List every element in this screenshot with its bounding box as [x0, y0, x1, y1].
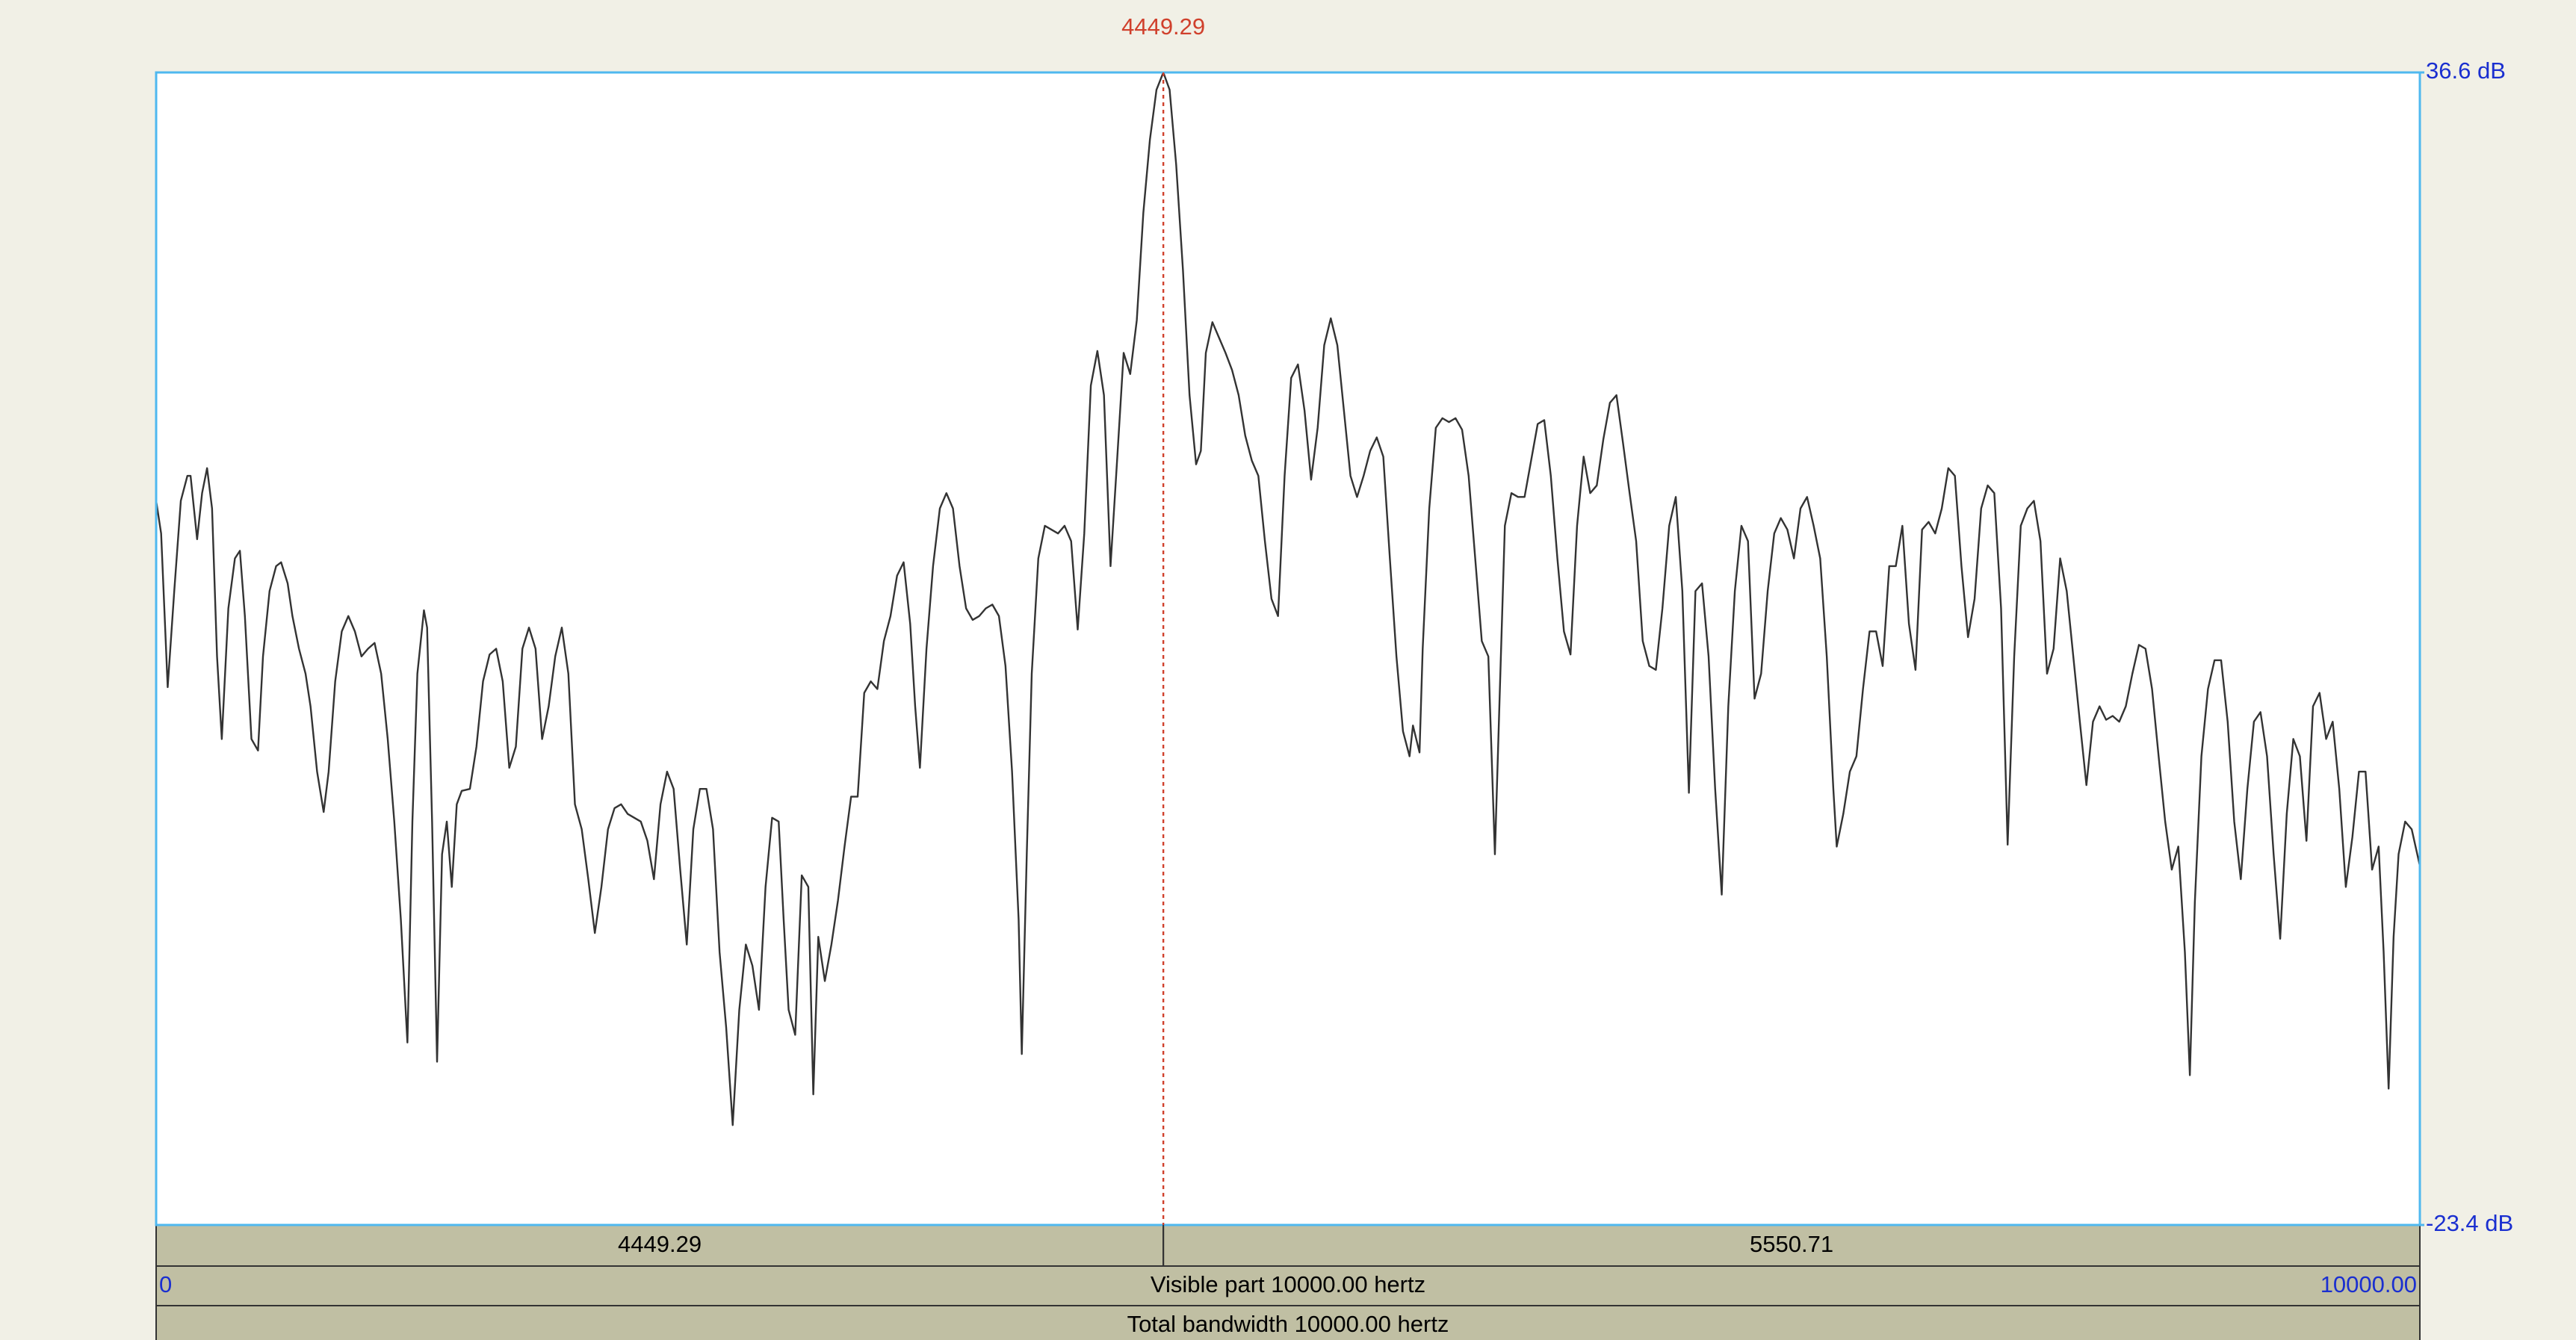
segment-label: 4449.29: [618, 1231, 702, 1257]
total-bandwidth-bar: [155, 1305, 2421, 1340]
y-tick-label: -23.4 dB: [2426, 1210, 2513, 1236]
segment-label: 5550.71: [1750, 1231, 1833, 1257]
y-tick-label: 36.6 dB: [2426, 58, 2506, 84]
x-tick-label: 10000.00: [2320, 1271, 2417, 1297]
cursor-label: 4449.29: [1121, 13, 1205, 40]
plot-area: [156, 72, 2420, 1225]
segment-bar: [155, 1224, 1165, 1267]
x-tick-label: 0: [159, 1271, 172, 1297]
plot-border: [155, 71, 2421, 1226]
spectrum-line: [155, 71, 2421, 1126]
visible-part-label: Visible part 10000.00 hertz: [1151, 1271, 1425, 1297]
total-bandwidth-label: Total bandwidth 10000.00 hertz: [1127, 1311, 1449, 1337]
